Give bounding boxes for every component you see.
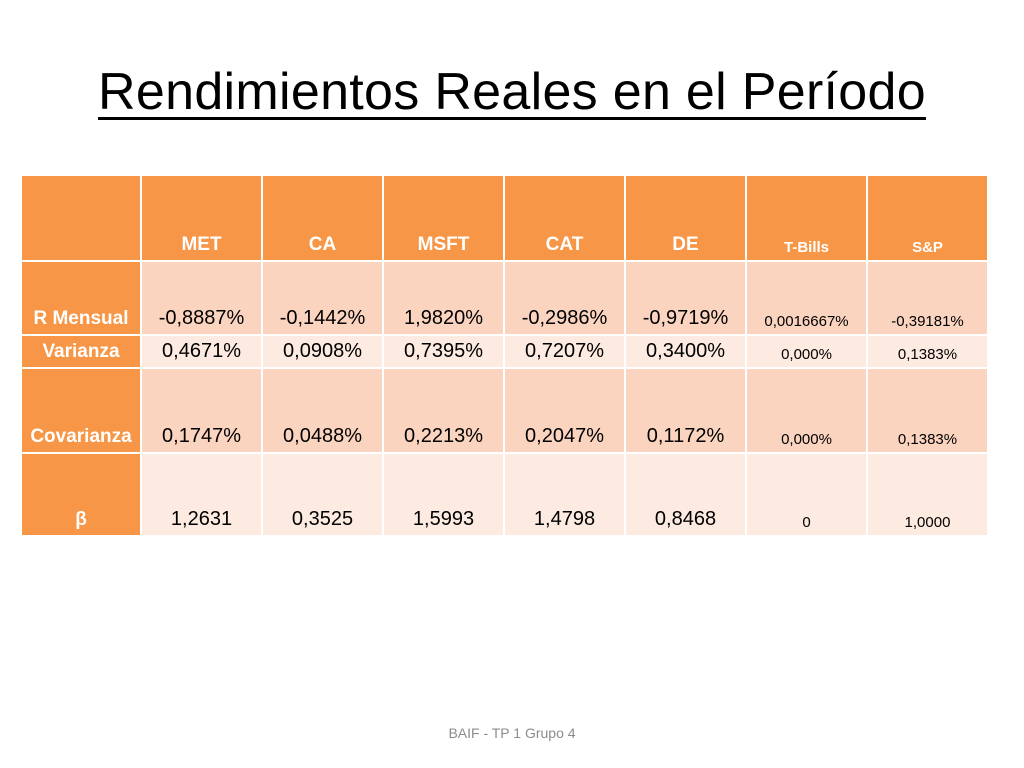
- table-cell: 0,8468: [624, 452, 747, 537]
- table-cell: 0,2047%: [503, 367, 626, 454]
- table-row-covarianza: Covarianza 0,1747% 0,0488% 0,2213% 0,204…: [20, 367, 989, 454]
- table-cell: -0,39181%: [866, 260, 989, 336]
- table-cell: 0,3400%: [624, 334, 747, 369]
- table-cell: 1,0000: [866, 452, 989, 537]
- row-header-beta: β: [20, 452, 142, 537]
- table-cell: 0,3525: [261, 452, 384, 537]
- table-cell: -0,2986%: [503, 260, 626, 336]
- table-cell: 0,0016667%: [745, 260, 868, 336]
- column-header-msft: MSFT: [382, 174, 505, 262]
- row-header-covarianza: Covarianza: [20, 367, 142, 454]
- table-cell: -0,8887%: [140, 260, 263, 336]
- table-corner-cell: [20, 174, 142, 262]
- column-header-cat: CAT: [503, 174, 626, 262]
- table-cell: 0,4671%: [140, 334, 263, 369]
- table-row-beta: β 1,2631 0,3525 1,5993 1,4798 0,8468 0 1…: [20, 452, 989, 537]
- table-cell: 0,7395%: [382, 334, 505, 369]
- table-cell: 0,0488%: [261, 367, 384, 454]
- column-header-tbills: T-Bills: [745, 174, 868, 262]
- table-row-varianza: Varianza 0,4671% 0,0908% 0,7395% 0,7207%…: [20, 334, 989, 369]
- column-header-met: MET: [140, 174, 263, 262]
- slide-title: Rendimientos Reales en el Período: [98, 63, 926, 121]
- slide-footer: BAIF - TP 1 Grupo 4: [448, 725, 576, 741]
- table-cell: 0,1747%: [140, 367, 263, 454]
- table-header-row: MET CA MSFT CAT DE T-Bills S&P: [20, 174, 989, 262]
- column-header-sp: S&P: [866, 174, 989, 262]
- table-cell: -0,1442%: [261, 260, 384, 336]
- table-cell: 1,2631: [140, 452, 263, 537]
- table-cell: 1,5993: [382, 452, 505, 537]
- row-header-r-mensual: R Mensual: [20, 260, 142, 336]
- table-cell: 0,7207%: [503, 334, 626, 369]
- table-cell: 0,1383%: [866, 367, 989, 454]
- table-cell: 0,000%: [745, 367, 868, 454]
- table-cell: 0,0908%: [261, 334, 384, 369]
- table-cell: -0,9719%: [624, 260, 747, 336]
- table-cell: 0: [745, 452, 868, 537]
- table-cell: 0,2213%: [382, 367, 505, 454]
- table-cell: 1,4798: [503, 452, 626, 537]
- column-header-ca: CA: [261, 174, 384, 262]
- column-header-de: DE: [624, 174, 747, 262]
- table-cell: 0,000%: [745, 334, 868, 369]
- table-row-r-mensual: R Mensual -0,8887% -0,1442% 1,9820% -0,2…: [20, 260, 989, 336]
- returns-table: MET CA MSFT CAT DE T-Bills S&P R Mensual…: [20, 174, 989, 537]
- table-cell: 1,9820%: [382, 260, 505, 336]
- row-header-varianza: Varianza: [20, 334, 142, 369]
- table-cell: 0,1383%: [866, 334, 989, 369]
- table-cell: 0,1172%: [624, 367, 747, 454]
